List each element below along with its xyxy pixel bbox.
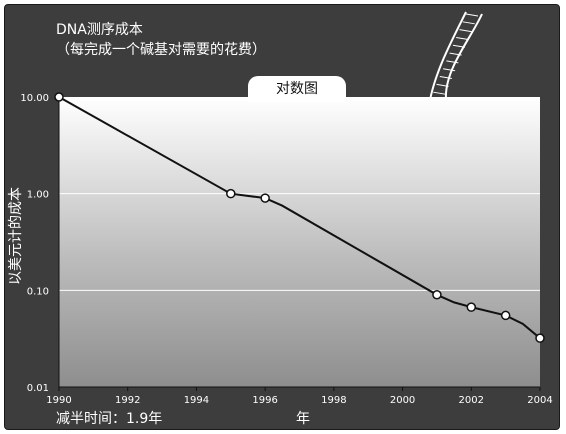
x-tick-label: 2000: [390, 395, 415, 406]
helix-rung: [465, 13, 479, 17]
data-point: [54, 92, 64, 102]
x-tick-label: 1996: [252, 395, 277, 406]
helix-rung: [456, 36, 469, 40]
x-tick-label: 1992: [115, 395, 140, 406]
helix-rung: [439, 76, 452, 80]
x-tick-labels: 1990 1992 1994 1996 1998 2000 2002 2004: [46, 395, 552, 406]
x-tick-label: 1998: [321, 395, 346, 406]
x-tick-label: 1990: [46, 395, 71, 406]
y-tick-label: 10.00: [20, 93, 49, 104]
y-tick-label: 1.00: [27, 190, 49, 201]
helix-strand-b: [444, 13, 483, 101]
y-tick-labels: 10.00 1.00 0.10 0.01: [20, 93, 49, 394]
helix-rung: [449, 52, 462, 56]
grid-lines: [59, 193, 540, 291]
series-line: [58, 96, 541, 339]
x-tick-label: 2004: [527, 395, 552, 406]
chart-title: DNA测序成本 （每完成一个碱基对需要的花费）: [56, 20, 266, 60]
y-tick-label: 0.01: [27, 383, 49, 394]
helix-rung: [446, 60, 459, 64]
x-axis-label: 年: [296, 411, 310, 427]
log-scale-tab[interactable]: 对数图: [248, 76, 346, 102]
data-point: [466, 302, 477, 312]
x-tick-label: 2002: [459, 395, 484, 406]
x-tick-label: 1994: [184, 395, 209, 406]
chart-title-line1: DNA测序成本: [56, 22, 143, 38]
data-point: [226, 188, 236, 199]
data-point: [260, 193, 270, 203]
helix-rung: [443, 68, 456, 72]
data-point: [500, 310, 511, 321]
helix-rung: [452, 44, 465, 48]
halflife-label: 减半时间：1.9年: [56, 411, 163, 427]
chart-title-line2: （每完成一个碱基对需要的花费）: [56, 42, 266, 58]
helix-strand-a: [429, 11, 467, 101]
series-cost: [54, 92, 545, 343]
helix-rung: [436, 83, 449, 87]
data-point: [432, 290, 442, 300]
y-axis-label: 以美元计的成本: [8, 187, 24, 285]
y-tick-label: 0.10: [27, 286, 49, 297]
dna-helix-decoration: [429, 11, 483, 103]
plot-area: [59, 97, 540, 387]
helix-rung: [433, 91, 446, 95]
data-point: [535, 333, 545, 343]
axes: [58, 97, 541, 391]
helix-rung: [459, 29, 472, 33]
helix-rung: [462, 21, 475, 25]
